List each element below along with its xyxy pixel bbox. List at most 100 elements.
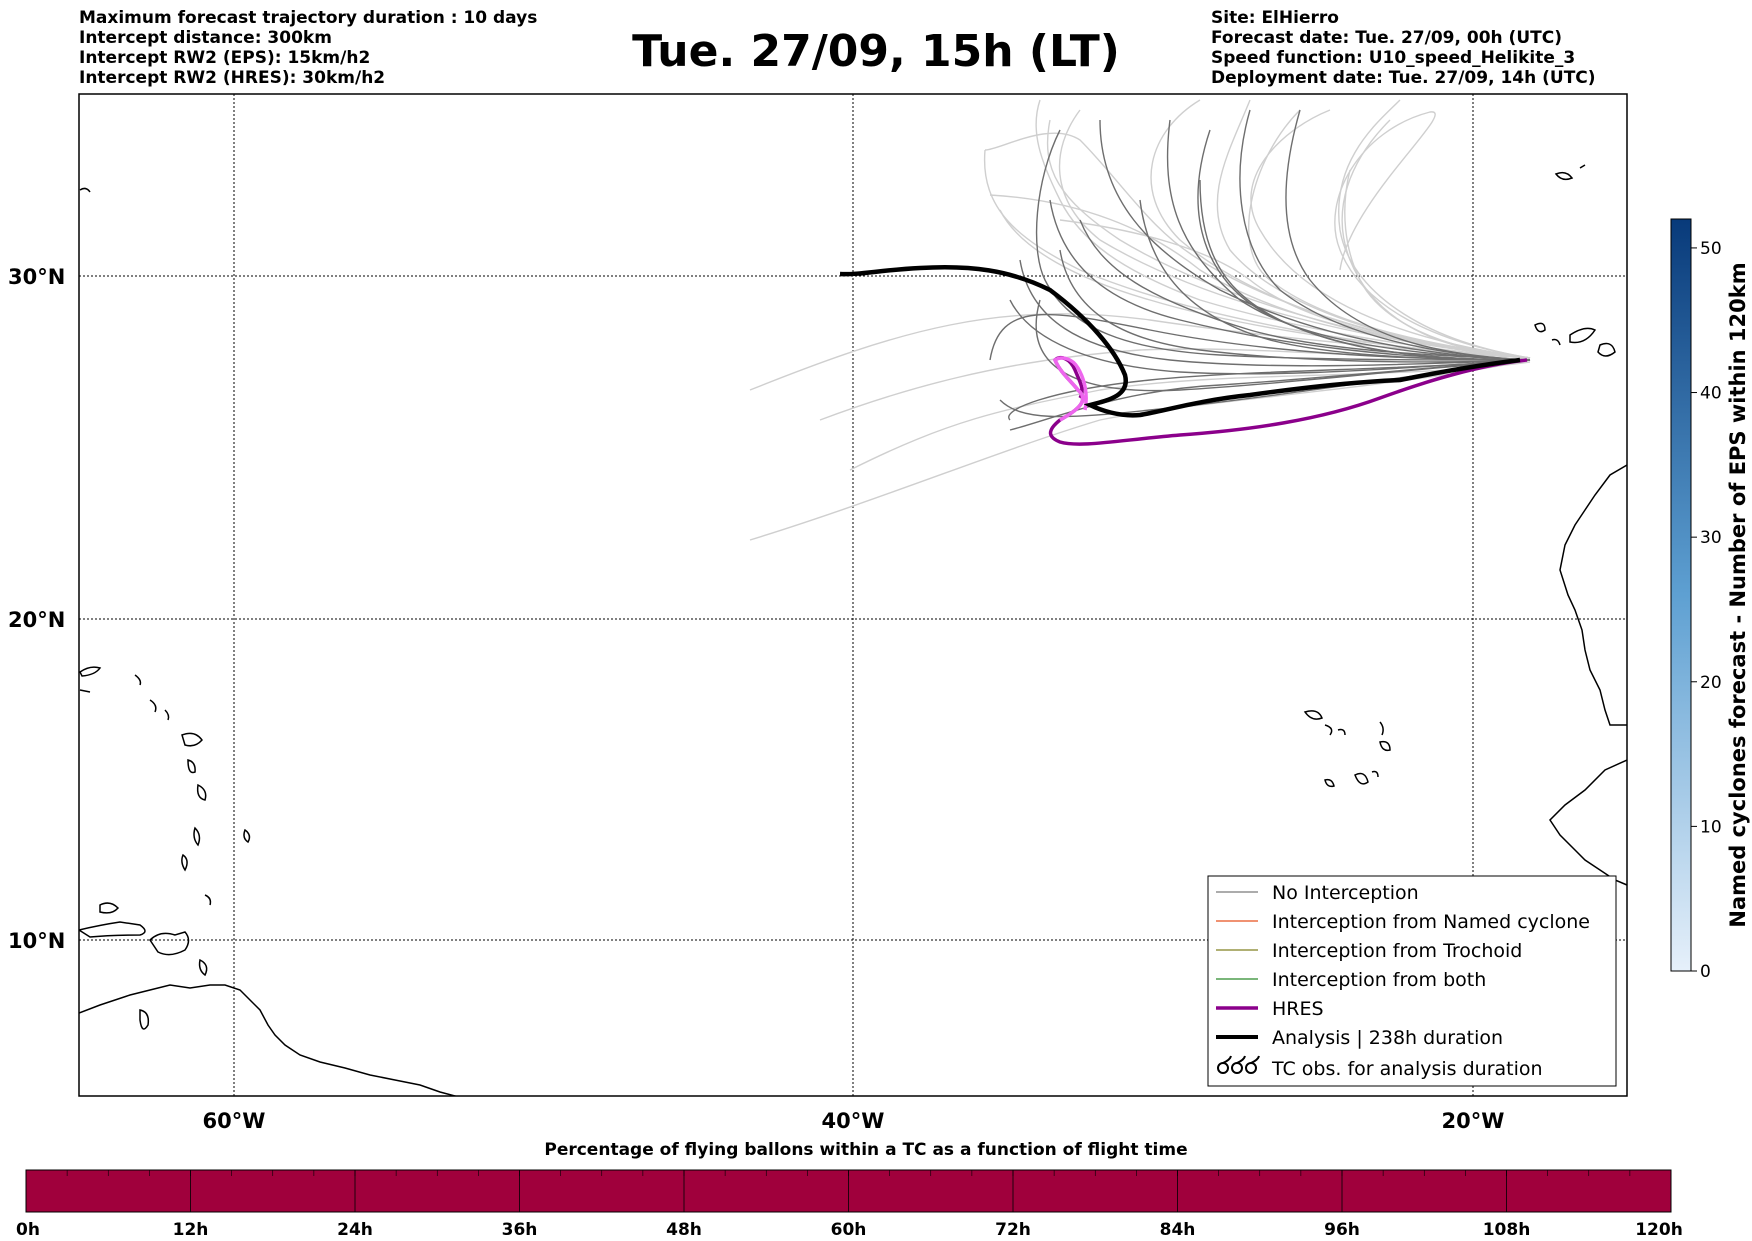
lon-labels: 60°W 40°W 20°W — [203, 1109, 1505, 1133]
plot-title: Tue. 27/09, 15h (LT) — [0, 26, 1752, 77]
colorbar-bottom-tick-label: 120h — [1635, 1220, 1683, 1240]
colorbar-bottom-tick-label: 72h — [995, 1220, 1031, 1240]
trajectory-line — [1334, 111, 1531, 359]
coastline-island — [79, 666, 102, 677]
coastline-island — [1551, 338, 1561, 346]
trajectory-line — [1049, 199, 1531, 361]
lat-labels: 30°N 20°N 10°N — [8, 265, 65, 953]
header-left-line: Maximum forecast trajectory duration : 1… — [79, 8, 538, 28]
coastline-island — [1371, 770, 1379, 778]
coastline-africa — [1559, 464, 1627, 726]
trajectory-line — [749, 359, 1531, 541]
colorbar-bottom-tick-label: 84h — [1160, 1220, 1196, 1240]
coastline-island — [1569, 327, 1597, 344]
coastline-island — [1554, 171, 1574, 181]
legend-label: TC obs. for analysis duration — [1271, 1058, 1543, 1080]
coastlines — [79, 164, 1627, 1096]
coastline-island — [139, 1009, 150, 1030]
colorbar-right-tick-label: 0 — [1700, 962, 1711, 982]
trajectory-line — [1150, 99, 1531, 359]
lon-label: 60°W — [203, 1109, 266, 1133]
legend-label: Analysis | 238h duration — [1272, 1027, 1503, 1049]
coastline-island — [1324, 724, 1333, 736]
lat-label: 10°N — [8, 929, 65, 953]
cyclone-symbols-icon — [1217, 1055, 1260, 1074]
trajectory-line — [999, 209, 1531, 359]
coastline-island — [196, 783, 207, 801]
trajectory-line — [1341, 119, 1531, 359]
colorbar-bottom-tick-label: 12h — [173, 1220, 209, 1240]
coastline-island — [79, 187, 91, 193]
colorbar-right-label: Named cyclones forecast - Number of EPS … — [1726, 262, 1750, 927]
coastline-island — [1324, 778, 1335, 788]
colorbar-right-bar — [1670, 218, 1692, 972]
header-right-line: Site: ElHierro — [1211, 8, 1339, 28]
coastline-island — [198, 958, 208, 977]
lon-label: 40°W — [822, 1109, 885, 1133]
coastline-island — [149, 931, 190, 956]
hres-trajectory-highlight — [1052, 356, 1088, 422]
header-left: Maximum forecast trajectory duration : 1… — [79, 8, 537, 88]
trajectory-line — [1250, 109, 1531, 359]
trajectory-line — [1019, 259, 1531, 367]
trajectory-line — [1338, 99, 1531, 359]
coastline-island — [79, 689, 91, 693]
legend-label: Interception from Trochoid — [1272, 940, 1522, 962]
header-left-line: Intercept distance: 300km — [79, 28, 332, 48]
lat-label: 30°N — [8, 265, 65, 289]
trajectory-line — [1344, 169, 1531, 359]
coastline-island — [1597, 342, 1616, 357]
coastline-island — [181, 732, 203, 747]
coastline-island — [164, 709, 170, 721]
legend-label: No Interception — [1272, 882, 1419, 904]
coastline-island — [1379, 721, 1384, 736]
colorbar-bottom-tick-label: 108h — [1483, 1220, 1531, 1240]
ensemble-dark — [989, 109, 1531, 431]
colorbar-right-tick-label: 50 — [1700, 239, 1722, 259]
coastline-island — [79, 921, 146, 938]
colorbar-bottom-ticks: 0h 12h 24h 36h 48h 60h 72h 84h 96h 108h 120h — [16, 1170, 1683, 1240]
colorbar-bottom-tick-label: 36h — [502, 1220, 538, 1240]
coastline-island — [193, 826, 201, 847]
colorbar-right-tick-label: 20 — [1700, 673, 1722, 693]
trajectory-line — [849, 361, 1531, 471]
colorbar-bottom-tick-label: 0h — [16, 1220, 40, 1240]
coastline-island — [99, 902, 120, 914]
coastline-africa — [1549, 759, 1627, 886]
legend-label: Interception from both — [1272, 969, 1486, 991]
analysis-trajectory — [839, 264, 1521, 418]
coastline-island — [134, 674, 142, 686]
header-right-line: Speed function: U10_speed_Helikite_3 — [1211, 48, 1576, 68]
plot-title-text: Tue. 27/09, 15h (LT) — [632, 26, 1120, 77]
legend: No Interception Interception from Named … — [1207, 875, 1617, 1087]
header-right: Site: ElHierro Forecast date: Tue. 27/09… — [1211, 8, 1596, 88]
trajectory-line — [749, 313, 1531, 391]
coastline-island — [1354, 772, 1369, 785]
colorbar-bottom-tick-label: 96h — [1324, 1220, 1360, 1240]
legend-label: Interception from Named cyclone — [1272, 911, 1590, 933]
legend-box — [1207, 875, 1617, 1087]
colorbar-bottom-tick-label: 24h — [337, 1220, 373, 1240]
coastline-island — [204, 894, 212, 906]
trajectory-line — [1139, 199, 1531, 361]
legend-label: HRES — [1272, 998, 1324, 1020]
trajectory-line — [1059, 219, 1531, 359]
trajectory-ensemble — [749, 99, 1531, 541]
coastline-island — [1579, 164, 1586, 169]
colorbar-right-ticks: 0 10 20 30 40 50 — [1691, 239, 1722, 982]
coastline-island — [1337, 728, 1346, 736]
trajectory-line — [1059, 249, 1531, 363]
colorbar-bottom-tick-label: 60h — [831, 1220, 867, 1240]
trajectory-line — [1239, 109, 1531, 361]
trajectory-line — [1099, 119, 1531, 361]
coastline-island — [187, 759, 196, 774]
trajectory-line — [1035, 99, 1531, 359]
coastline-island — [243, 828, 251, 844]
coastline-island — [149, 699, 157, 713]
header-left-line: Intercept RW2 (EPS): 15km/h2 — [79, 48, 371, 68]
coastline-island — [181, 853, 188, 872]
trajectory-line — [1009, 299, 1531, 375]
trajectory-line — [1035, 129, 1531, 361]
header-right-line: Forecast date: Tue. 27/09, 00h (UTC) — [1211, 28, 1562, 48]
